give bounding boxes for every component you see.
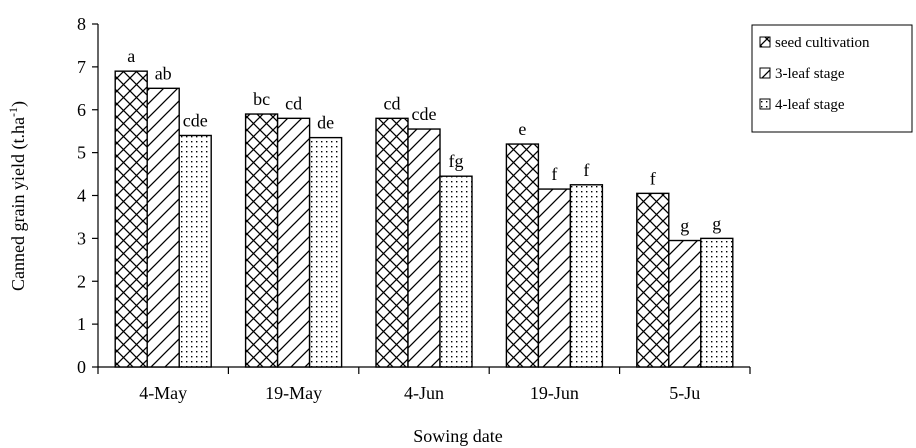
y-axis-title-close: ) — [8, 101, 29, 107]
category-labels-group: 4-May 19-May 4-Jun 19-Jun 5-Ju — [139, 383, 700, 403]
y-tick-label: 7 — [77, 57, 86, 77]
y-tick-label: 8 — [77, 14, 86, 34]
data-label: f — [551, 164, 557, 184]
data-label: e — [518, 119, 526, 139]
bar-4-leaf-stage-4-jun — [439, 175, 473, 368]
data-label: f — [650, 168, 656, 188]
legend-label: 4-leaf stage — [775, 97, 845, 113]
bar-3-leaf-stage-4-may — [146, 87, 180, 368]
x-axis-title: Sowing date — [413, 426, 503, 446]
data-label: g — [712, 213, 721, 233]
data-label: f — [583, 160, 589, 180]
data-label: g — [680, 216, 689, 236]
bars-group — [114, 70, 734, 368]
y-axis-title-superscript: -1 — [6, 107, 20, 117]
legend-label: seed cultivation — [775, 35, 870, 51]
bar-3-leaf-stage-19-may — [276, 117, 311, 368]
bar-4-leaf-stage-19-may — [308, 136, 343, 368]
category-label: 19-Jun — [530, 383, 579, 403]
y-axis-title-main: Canned grain yield (t.ha — [8, 117, 29, 291]
legend-swatch — [759, 98, 771, 110]
y-tick-label: 5 — [77, 143, 86, 163]
data-label: de — [317, 113, 334, 133]
data-label: ab — [155, 63, 172, 83]
bar-seed-cultivation-19-jun — [505, 143, 540, 368]
y-axis: 0 1 2 3 4 5 6 7 8 — [77, 14, 99, 377]
legend-label: 3-leaf stage — [775, 66, 845, 82]
bar-4-leaf-stage-4-may — [178, 134, 212, 368]
x-axis — [97, 366, 751, 374]
bar-3-leaf-stage-5-ju — [668, 239, 702, 368]
legend-box — [751, 24, 913, 133]
y-axis-title: Canned grain yield (t.ha-1) — [6, 101, 29, 291]
bar-seed-cultivation-4-may — [114, 70, 148, 368]
data-label: fg — [449, 151, 464, 171]
y-tick-label: 0 — [77, 357, 86, 377]
bar-3-leaf-stage-19-jun — [537, 188, 572, 368]
data-label: bc — [253, 89, 270, 109]
legend-items: seed cultivation 3-leaf stage 4-leaf stage — [759, 35, 870, 113]
y-tick-label: 4 — [77, 186, 86, 206]
category-label: 5-Ju — [669, 383, 700, 403]
bar-4-leaf-stage-5-ju — [700, 237, 734, 368]
bar-seed-cultivation-5-ju — [636, 192, 670, 368]
legend-swatch — [759, 36, 771, 48]
data-label: cde — [412, 104, 437, 124]
y-tick-label: 1 — [77, 314, 86, 334]
bar-seed-cultivation-4-jun — [375, 117, 409, 368]
y-tick-label: 6 — [77, 100, 86, 120]
data-label: a — [127, 46, 135, 66]
bar-seed-cultivation-19-may — [244, 113, 279, 368]
y-tick-label: 2 — [77, 271, 86, 291]
legend: seed cultivation 3-leaf stage 4-leaf stage — [751, 24, 913, 133]
data-label: cde — [183, 110, 208, 130]
category-label: 4-Jun — [404, 383, 444, 403]
y-tick-label: 3 — [77, 228, 86, 248]
legend-swatch — [759, 67, 771, 79]
data-label: cd — [285, 93, 302, 113]
bar-3-leaf-stage-4-jun — [407, 128, 441, 368]
data-label: cd — [384, 93, 401, 113]
bar-4-leaf-stage-19-jun — [569, 184, 604, 368]
category-label: 4-May — [139, 383, 187, 403]
category-label: 19-May — [265, 383, 322, 403]
